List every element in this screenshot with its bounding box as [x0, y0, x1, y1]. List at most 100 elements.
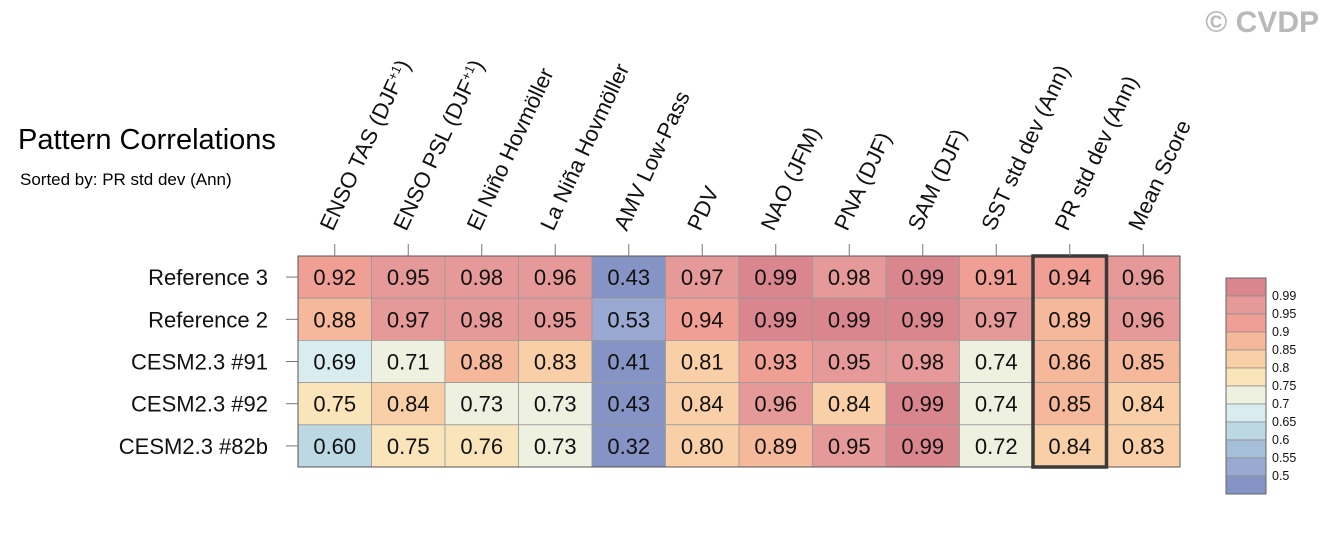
heatmap-cell: [1032, 297, 1107, 341]
cell-value-label: 0.75: [387, 434, 430, 459]
cell-value-label: 0.88: [313, 307, 356, 332]
cell-value-label: 0.53: [607, 307, 650, 332]
cell-value-label: 0.73: [460, 392, 503, 417]
column-label: AMV Low-Pass: [609, 87, 695, 234]
colorbar-swatch: [1225, 385, 1267, 405]
cell-value-label: 0.84: [828, 392, 871, 417]
cell-value-label: 0.43: [607, 392, 650, 417]
heatmap-cell: [1106, 255, 1181, 299]
cell-value-label: 0.89: [754, 434, 797, 459]
column-label: PNA (DJF): [829, 128, 896, 234]
colorbar-tick-label: 0.95: [1272, 307, 1296, 321]
cell-value-label: 0.96: [534, 265, 577, 290]
colorbar-swatch: [1225, 295, 1267, 315]
cell-value-label: 0.99: [901, 307, 944, 332]
cell-value-label: 0.73: [534, 434, 577, 459]
cell-value-label: 0.94: [1048, 265, 1091, 290]
cell-value-label: 0.96: [1122, 307, 1165, 332]
heatmap-cell: [738, 382, 813, 426]
heatmap-cell: [591, 382, 666, 426]
cell-value-label: 0.98: [460, 307, 503, 332]
cell-value-label: 0.99: [901, 265, 944, 290]
heatmap-cell: [959, 339, 1034, 383]
heatmap-cell: [518, 424, 593, 468]
heatmap-cell: [297, 382, 372, 426]
heatmap-cell: [1032, 424, 1107, 468]
cell-value-label: 0.88: [460, 350, 503, 375]
heatmap-cell: [1032, 255, 1107, 299]
heatmap-cell: [665, 424, 740, 468]
cell-value-label: 0.99: [828, 307, 871, 332]
cell-value-label: 0.73: [534, 392, 577, 417]
cell-value-label: 0.96: [1122, 265, 1165, 290]
row-label: Reference 2: [148, 307, 268, 332]
heatmap-cell: [885, 339, 960, 383]
cell-value-label: 0.86: [1048, 350, 1091, 375]
cell-value-label: 0.99: [901, 434, 944, 459]
colorbar-tick-label: 0.7: [1272, 397, 1289, 411]
colorbar-tick-label: 0.5: [1272, 469, 1289, 483]
heatmap-cell: [1106, 339, 1181, 383]
column-label: SAM (DJF): [903, 125, 972, 234]
heatmap-cell: [518, 339, 593, 383]
cell-value-label: 0.98: [901, 350, 944, 375]
cell-value-label: 0.95: [534, 307, 577, 332]
cell-value-label: 0.99: [754, 307, 797, 332]
cell-value-label: 0.81: [681, 350, 724, 375]
row-label: CESM2.3 #82b: [119, 434, 268, 459]
colorbar-swatch: [1225, 457, 1267, 477]
cell-value-label: 0.74: [975, 392, 1018, 417]
heatmap-cell: [297, 424, 372, 468]
cell-value-label: 0.69: [313, 350, 356, 375]
cell-value-label: 0.32: [607, 434, 650, 459]
cell-value-label: 0.80: [681, 434, 724, 459]
cell-value-label: 0.83: [1122, 434, 1165, 459]
cell-value-label: 0.76: [460, 434, 503, 459]
cvdp-watermark: © CVDP: [1205, 6, 1319, 39]
cell-value-label: 0.97: [387, 307, 430, 332]
colorbar-tick-label: 0.6: [1272, 433, 1289, 447]
column-label: Mean Score: [1123, 116, 1196, 234]
colorbar-tick-label: 0.65: [1272, 415, 1296, 429]
cell-value-label: 0.71: [387, 350, 430, 375]
colorbar-swatch: [1225, 349, 1267, 369]
cell-value-label: 0.96: [754, 392, 797, 417]
colorbar-swatch: [1225, 367, 1267, 387]
cell-value-label: 0.97: [681, 265, 724, 290]
heatmap-cell: [297, 339, 372, 383]
cell-value-label: 0.75: [313, 392, 356, 417]
cell-value-label: 0.94: [681, 307, 724, 332]
cell-value-label: 0.98: [828, 265, 871, 290]
colorbar-tick-label: 0.9: [1272, 325, 1289, 339]
cell-value-label: 0.43: [607, 265, 650, 290]
cell-value-label: 0.92: [313, 265, 356, 290]
cell-value-label: 0.74: [975, 350, 1018, 375]
colorbar-swatch: [1225, 439, 1267, 459]
cell-value-label: 0.85: [1122, 350, 1165, 375]
cell-value-label: 0.84: [1048, 434, 1091, 459]
cell-value-label: 0.84: [387, 392, 430, 417]
colorbar-swatch: [1225, 403, 1267, 423]
heatmap-cell: [591, 424, 666, 468]
heatmap-cell: [812, 424, 887, 468]
cell-value-label: 0.95: [828, 434, 871, 459]
heatmap-cell: [371, 382, 446, 426]
heatmap-cell: [738, 297, 813, 341]
cell-value-label: 0.84: [681, 392, 724, 417]
cell-value-label: 0.97: [975, 307, 1018, 332]
heatmap-cell: [1032, 382, 1107, 426]
cell-value-label: 0.60: [313, 434, 356, 459]
cell-value-label: 0.85: [1048, 392, 1091, 417]
cell-value-label: 0.84: [1122, 392, 1165, 417]
cell-value-label: 0.99: [901, 392, 944, 417]
cell-value-label: 0.98: [460, 265, 503, 290]
row-label: CESM2.3 #92: [131, 392, 268, 417]
cell-value-label: 0.91: [975, 265, 1018, 290]
heatmap-cell: [1106, 424, 1181, 468]
cell-value-label: 0.95: [828, 350, 871, 375]
colorbar-tick-label: 0.55: [1272, 451, 1296, 465]
colorbar-swatch: [1225, 277, 1267, 297]
colorbar-swatch: [1225, 475, 1267, 495]
